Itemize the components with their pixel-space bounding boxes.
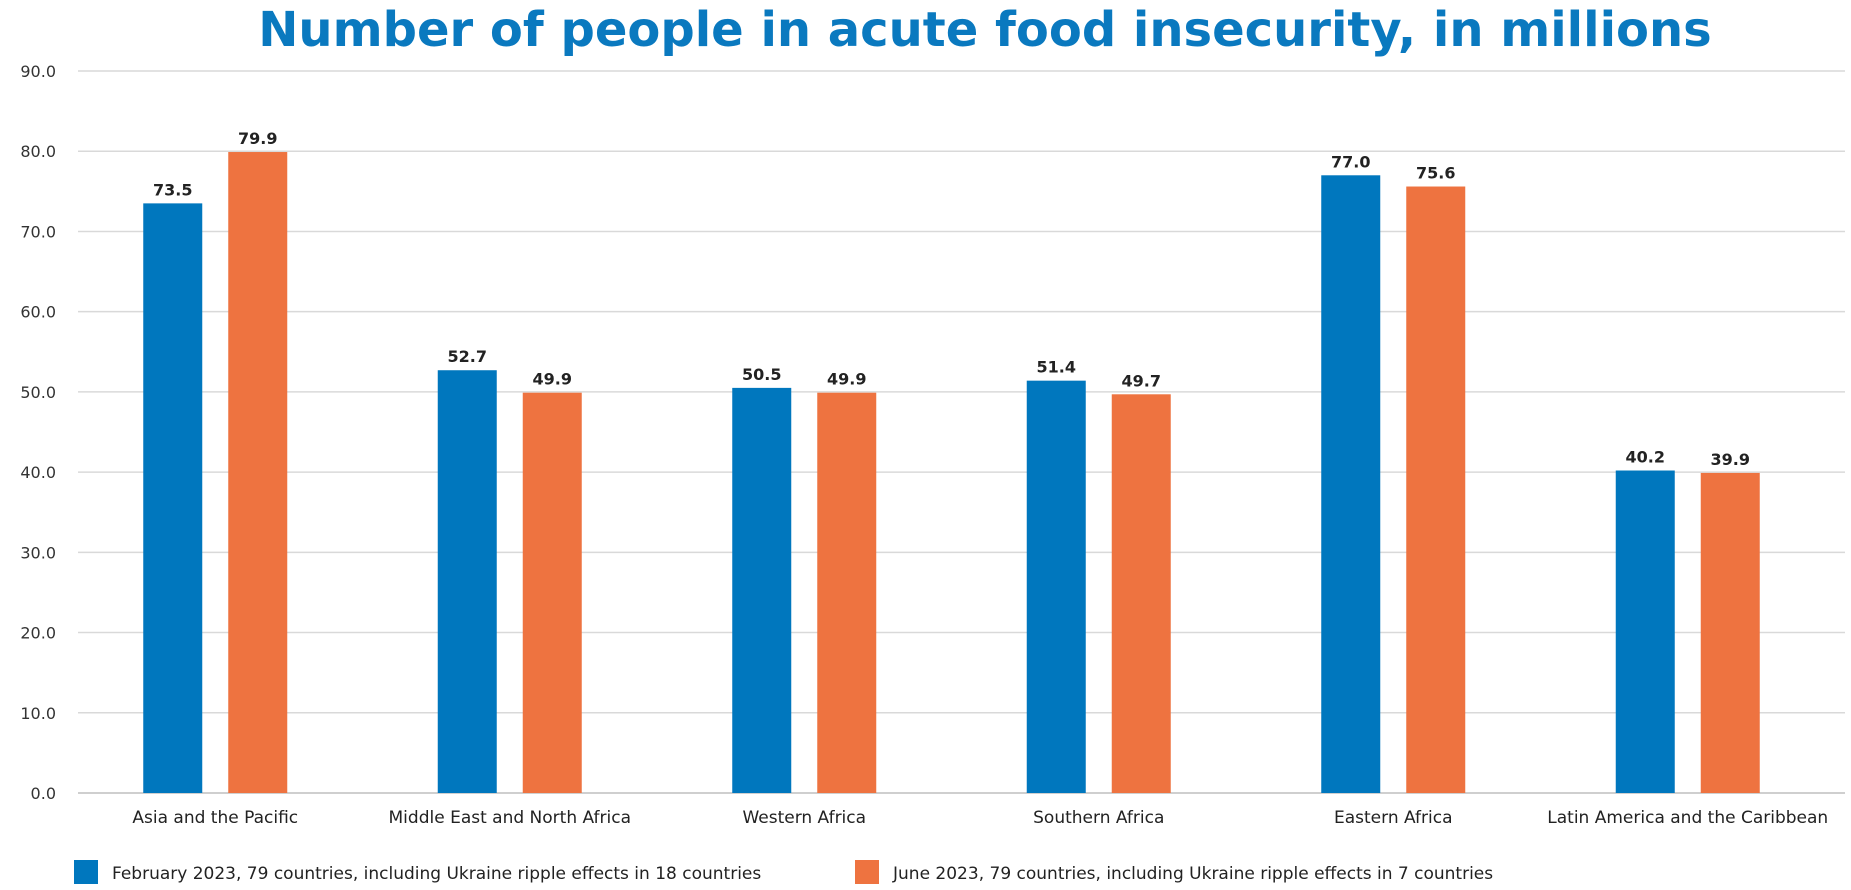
data-label: 39.9 <box>1711 450 1750 469</box>
y-tick-label: 90.0 <box>20 62 56 81</box>
bar-june-2023 <box>1700 472 1760 793</box>
bar-june-2023 <box>522 392 582 793</box>
data-label: 49.7 <box>1122 371 1161 390</box>
legend-label: June 2023, 79 countries, including Ukrai… <box>892 864 1493 884</box>
y-tick-label: 30.0 <box>20 543 56 562</box>
bar-february-2023 <box>1026 380 1086 793</box>
data-labels: 73.5 79.9 52.7 49.9 50.5 49.9 51.4 49.7 77.0 75.6… <box>153 129 1750 469</box>
x-category-label: Asia and the Pacific <box>132 808 298 828</box>
data-label: 75.6 <box>1416 164 1455 183</box>
chart-title: Number of people in acute food insecurit… <box>258 2 1712 58</box>
y-tick-label: 60.0 <box>20 303 56 322</box>
bar-february-2023 <box>437 370 497 793</box>
y-axis-ticks: 0.0 10.0 20.0 30.0 40.0 50.0 60.0 70.0 80.0 90.0 <box>20 62 56 803</box>
data-label: 79.9 <box>238 129 277 148</box>
x-category-label: Latin America and the Caribbean <box>1547 808 1828 828</box>
legend-swatch <box>74 860 98 884</box>
y-tick-label: 10.0 <box>20 704 56 723</box>
data-label: 40.2 <box>1626 448 1665 467</box>
data-label: 51.4 <box>1037 358 1076 377</box>
data-label: 49.9 <box>827 370 866 389</box>
data-label: 52.7 <box>448 347 487 366</box>
y-tick-label: 80.0 <box>20 142 56 161</box>
data-label: 50.5 <box>742 365 781 384</box>
bars <box>143 152 1760 794</box>
bar-february-2023 <box>732 387 792 793</box>
y-tick-label: 0.0 <box>31 784 56 803</box>
bar-june-2023 <box>1111 394 1171 793</box>
x-category-label: Middle East and North Africa <box>389 808 631 828</box>
x-category-label: Western Africa <box>742 808 866 828</box>
bar-june-2023 <box>817 392 877 793</box>
bar-february-2023 <box>143 203 203 793</box>
y-tick-label: 70.0 <box>20 222 56 241</box>
data-label: 73.5 <box>153 180 192 199</box>
legend-swatch <box>855 860 879 884</box>
x-category-label: Southern Africa <box>1033 808 1164 828</box>
bar-february-2023 <box>1615 470 1675 793</box>
y-tick-label: 50.0 <box>20 383 56 402</box>
legend-label: February 2023, 79 countries, including U… <box>112 864 761 884</box>
bar-june-2023 <box>1406 186 1466 793</box>
legend: February 2023, 79 countries, including U… <box>74 860 1493 884</box>
gridlines <box>78 70 1845 794</box>
y-tick-label: 20.0 <box>20 624 56 643</box>
data-label: 77.0 <box>1331 152 1370 171</box>
data-label: 49.9 <box>533 370 572 389</box>
x-category-label: Eastern Africa <box>1334 808 1453 828</box>
bar-february-2023 <box>1321 175 1381 794</box>
bar-june-2023 <box>228 152 288 794</box>
x-axis-categories: Asia and the Pacific Middle East and Nort… <box>132 808 1828 828</box>
y-tick-label: 40.0 <box>20 463 56 482</box>
